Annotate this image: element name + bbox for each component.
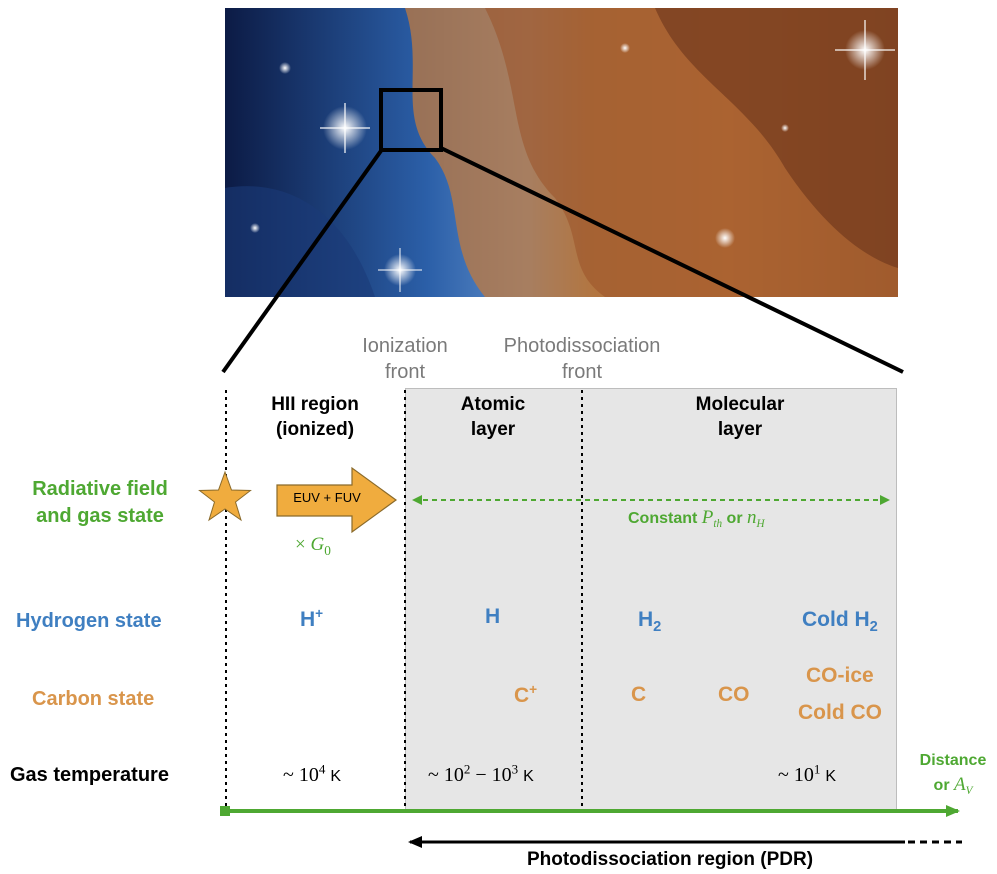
nebula-svg [225, 8, 898, 297]
ionization-front-label: Ionization front [362, 335, 448, 383]
pdr-label: Photodissociation region (PDR) [526, 849, 814, 870]
carbon-monoxide-ice: CO-ice [806, 664, 874, 687]
axis-origin-marker [220, 806, 230, 816]
temperature-atomic-dash: − [475, 764, 487, 786]
molecular-layer-header: Molecular layer [695, 394, 785, 440]
temperature-atomic-exponent1: 2 [463, 761, 471, 777]
temperature-hii-unit: K [330, 768, 341, 785]
zoom-line-left [221, 146, 385, 374]
hydrogen-molecular-symbol: H [638, 608, 654, 631]
temperature-hii-base: 10 [298, 764, 319, 786]
g0-prefix: × [295, 534, 306, 555]
nebula-image [225, 8, 898, 297]
nh-subscript: H [756, 518, 765, 531]
carbon-cold-co: Cold CO [798, 701, 882, 724]
temperature-molecular: ~ 101 K [778, 761, 836, 787]
carbon-monoxide: CO [718, 683, 750, 706]
temperature-atomic-tilde: ~ [428, 764, 439, 786]
photodissociation-front-label: Photodissociation front [503, 335, 661, 383]
hydrogen-ionized-charge: + [315, 606, 324, 621]
g0-subscript: 0 [324, 542, 331, 558]
radiation-arrow-shape [276, 466, 398, 534]
hydrogen-state-row-label: Hydrogen state [16, 610, 162, 632]
g0-scale-label: × G0 [295, 534, 331, 558]
carbon-state-row-label: Carbon state [32, 688, 155, 710]
temperature-atomic-unit: K [523, 768, 534, 785]
carbon-ion-symbol: C [514, 684, 530, 707]
distance-axis-label-or: or [933, 777, 950, 795]
star-icon [198, 470, 252, 522]
zoom-line-right [440, 146, 904, 374]
hii-region-header: HII region (ionized) [271, 394, 359, 440]
pth-symbol: P [701, 507, 714, 528]
distance-axis-label-line1: Distance [919, 752, 987, 769]
temperature-atomic-exponent2: 3 [511, 761, 519, 777]
carbon-neutral: C [631, 683, 647, 706]
av-symbol: A [954, 774, 966, 796]
constant-word: Constant [628, 510, 698, 527]
av-subscript: V [965, 785, 973, 798]
hydrogen-molecular: H2 [638, 608, 662, 636]
hydrogen-cold-molecular: Cold H2 [802, 608, 878, 636]
hydrogen-ionized-symbol: H [300, 608, 316, 631]
temperature-atomic-base1: 10 [443, 764, 464, 786]
nh-symbol: n [747, 507, 757, 528]
temperature-hii: ~ 104 K [283, 761, 341, 787]
carbon-ion-charge: + [529, 682, 538, 697]
carbon-ion: C+ [514, 682, 538, 708]
temperature-molecular-base: 10 [793, 764, 814, 786]
distance-axis-label: Distance or AV [912, 750, 994, 799]
zoom-box [379, 88, 443, 152]
hydrogen-molecular-subscript: 2 [653, 619, 662, 636]
g0-symbol: G [310, 534, 325, 555]
gas-temperature-row-label: Gas temperature [10, 764, 169, 786]
temperature-atomic: ~ 102 − 103 K [428, 761, 534, 787]
radiative-field-row-label: Radiative field and gas state [32, 478, 168, 527]
pdr-shaded-region [405, 388, 897, 810]
temperature-hii-exponent: 4 [318, 761, 326, 777]
euv-fuv-label: EUV + FUV [293, 490, 361, 505]
temperature-atomic-base2: 10 [491, 764, 512, 786]
hydrogen-ionized: H+ [300, 606, 324, 632]
temperature-molecular-tilde: ~ [778, 764, 789, 786]
pth-subscript: th [713, 518, 723, 531]
or-word: or [726, 510, 743, 527]
temperature-molecular-unit: K [825, 768, 836, 785]
temperature-molecular-exponent: 1 [813, 761, 821, 777]
temperature-hii-tilde: ~ [283, 764, 294, 786]
hydrogen-atomic: H [485, 605, 501, 628]
hydrogen-cold-molecular-subscript: 2 [869, 619, 878, 636]
constant-pressure-label: Constant Pth or nH [628, 507, 765, 531]
hydrogen-cold-molecular-text: Cold H [802, 608, 870, 631]
atomic-layer-header: Atomic layer [460, 394, 526, 440]
